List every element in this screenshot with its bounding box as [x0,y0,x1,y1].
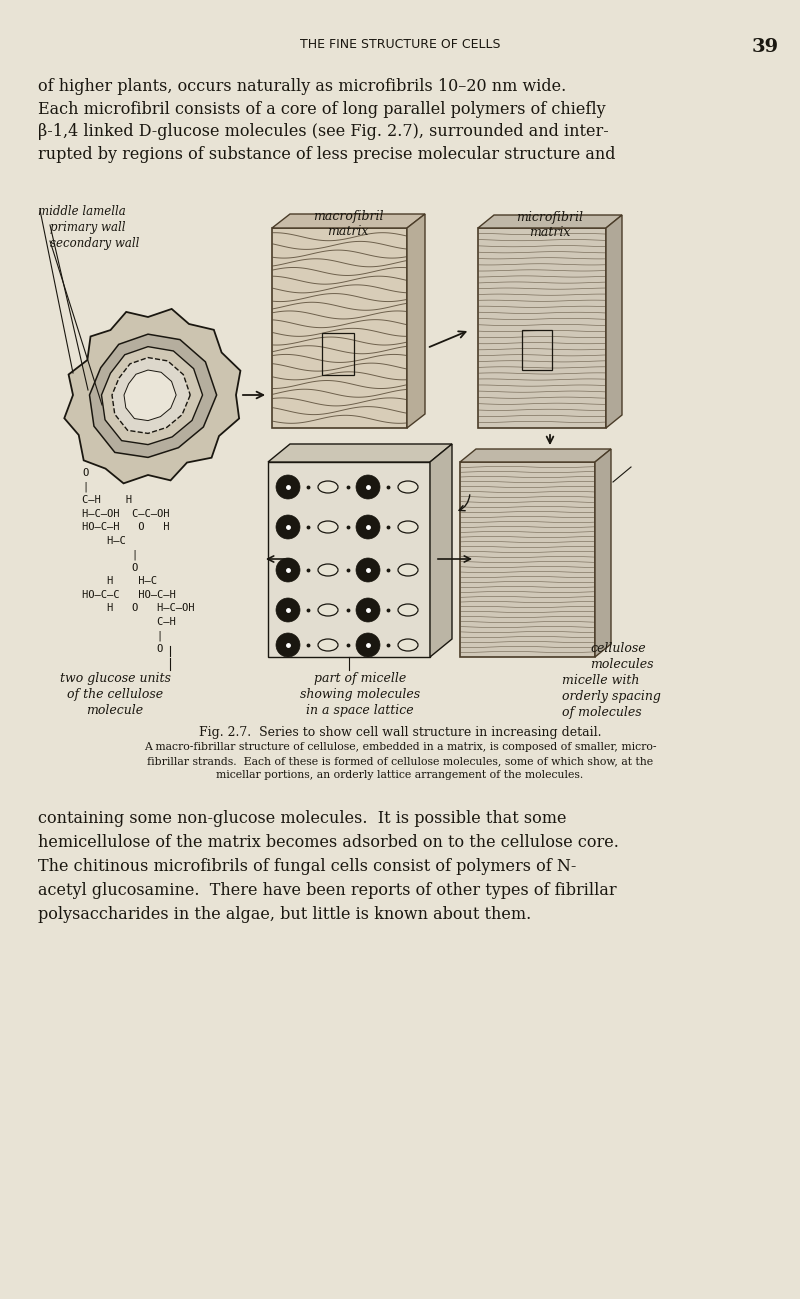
Polygon shape [272,214,425,229]
Text: two glucose units: two glucose units [59,672,170,685]
Polygon shape [595,449,611,657]
Text: H   O   H—C—OH: H O H—C—OH [82,603,194,613]
Circle shape [276,598,300,622]
Text: C—H: C—H [82,617,176,626]
Circle shape [276,559,300,582]
Text: fibrillar strands.  Each of these is formed of cellulose molecules, some of whic: fibrillar strands. Each of these is form… [147,756,653,766]
Ellipse shape [398,481,418,494]
Polygon shape [460,449,611,462]
Text: of molecules: of molecules [562,705,642,720]
Text: cellulose: cellulose [590,642,646,655]
Text: hemicellulose of the matrix becomes adsorbed on to the cellulose core.: hemicellulose of the matrix becomes adso… [38,834,619,851]
Ellipse shape [318,564,338,575]
Ellipse shape [398,521,418,533]
Text: acetyl glucosamine.  There have been reports of other types of fibrillar: acetyl glucosamine. There have been repo… [38,882,617,899]
Text: H—C—OH  C—C—OH: H—C—OH C—C—OH [82,508,170,518]
Polygon shape [112,357,190,434]
Text: showing molecules: showing molecules [300,688,420,701]
Text: rupted by regions of substance of less precise molecular structure and: rupted by regions of substance of less p… [38,145,615,162]
Text: matrix: matrix [327,225,369,238]
Text: secondary wall: secondary wall [50,236,139,249]
Text: polysaccharides in the algae, but little is known about them.: polysaccharides in the algae, but little… [38,905,531,924]
Polygon shape [478,229,606,427]
Circle shape [356,633,380,657]
Circle shape [276,633,300,657]
Text: |: | [82,630,163,640]
Text: O: O [82,562,138,573]
Text: HO—C—C   HO—C—H: HO—C—C HO—C—H [82,590,176,600]
Polygon shape [268,462,430,657]
Text: HO—C—H   O   H: HO—C—H O H [82,522,170,533]
Polygon shape [272,229,407,427]
Text: containing some non-glucose molecules.  It is possible that some: containing some non-glucose molecules. I… [38,811,566,827]
Text: O: O [82,643,163,653]
Text: primary wall: primary wall [50,221,126,234]
Text: molecule: molecule [86,704,143,717]
Circle shape [356,514,380,539]
Circle shape [356,598,380,622]
Polygon shape [430,444,452,657]
Polygon shape [407,214,425,427]
Text: matrix: matrix [530,226,570,239]
Bar [322,333,354,375]
Text: macrofibril: macrofibril [313,210,383,223]
Polygon shape [606,216,622,427]
Text: 39: 39 [752,38,779,56]
Text: C—H    H: C—H H [82,495,132,505]
Ellipse shape [398,604,418,616]
Text: micelle with: micelle with [562,674,639,687]
Ellipse shape [318,481,338,494]
Polygon shape [90,334,217,457]
Polygon shape [102,347,202,444]
Polygon shape [478,216,622,229]
Text: H—C: H—C [82,535,126,546]
Text: microfibril: microfibril [517,210,583,223]
Ellipse shape [318,521,338,533]
Text: THE FINE STRUCTURE OF CELLS: THE FINE STRUCTURE OF CELLS [300,38,500,51]
Polygon shape [460,462,595,657]
Text: The chitinous microfibrils of fungal cells consist of polymers of N-: The chitinous microfibrils of fungal cel… [38,859,576,876]
Polygon shape [64,309,241,483]
Text: in a space lattice: in a space lattice [306,704,414,717]
Circle shape [276,514,300,539]
Text: middle lamella: middle lamella [38,205,126,218]
Text: Each microfibril consists of a core of long parallel polymers of chiefly: Each microfibril consists of a core of l… [38,100,606,117]
Polygon shape [268,444,452,462]
Text: micellar portions, an orderly lattice arrangement of the molecules.: micellar portions, an orderly lattice ar… [216,770,584,779]
Circle shape [276,475,300,499]
Text: molecules: molecules [590,659,654,672]
Ellipse shape [398,639,418,651]
Text: H    H—C: H H—C [82,575,157,586]
Text: part of micelle: part of micelle [314,672,406,685]
Text: Fig. 2.7.  Series to show cell wall structure in increasing detail.: Fig. 2.7. Series to show cell wall struc… [198,726,602,739]
Text: of higher plants, occurs naturally as microfibrils 10–20 nm wide.: of higher plants, occurs naturally as mi… [38,78,566,95]
Ellipse shape [318,639,338,651]
Text: of the cellulose: of the cellulose [67,688,163,701]
Ellipse shape [398,564,418,575]
Ellipse shape [318,604,338,616]
Text: orderly spacing: orderly spacing [562,690,661,703]
Text: O: O [82,468,88,478]
Circle shape [356,559,380,582]
Circle shape [356,475,380,499]
Bar [522,330,552,370]
Text: |: | [82,549,138,560]
Text: A macro-fibrillar structure of cellulose, embedded in a matrix, is composed of s: A macro-fibrillar structure of cellulose… [144,742,656,752]
Text: β-1,4 linked D-glucose molecules (see Fig. 2.7), surrounded and inter-: β-1,4 linked D-glucose molecules (see Fi… [38,123,609,140]
Polygon shape [124,370,176,421]
Text: |: | [82,482,88,492]
